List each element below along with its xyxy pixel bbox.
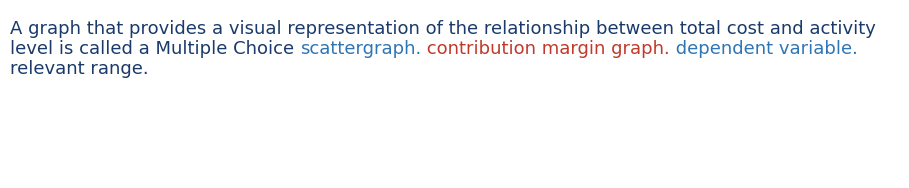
Text: relevant range.: relevant range.	[10, 60, 149, 78]
Text: dependent variable.: dependent variable.	[670, 40, 858, 58]
Text: level is called a Multiple Choice: level is called a Multiple Choice	[10, 40, 300, 58]
Text: contribution margin graph.: contribution margin graph.	[421, 40, 670, 58]
Text: scattergraph.: scattergraph.	[300, 40, 421, 58]
Text: A graph that provides a visual representation of the relationship between total : A graph that provides a visual represent…	[10, 20, 876, 38]
